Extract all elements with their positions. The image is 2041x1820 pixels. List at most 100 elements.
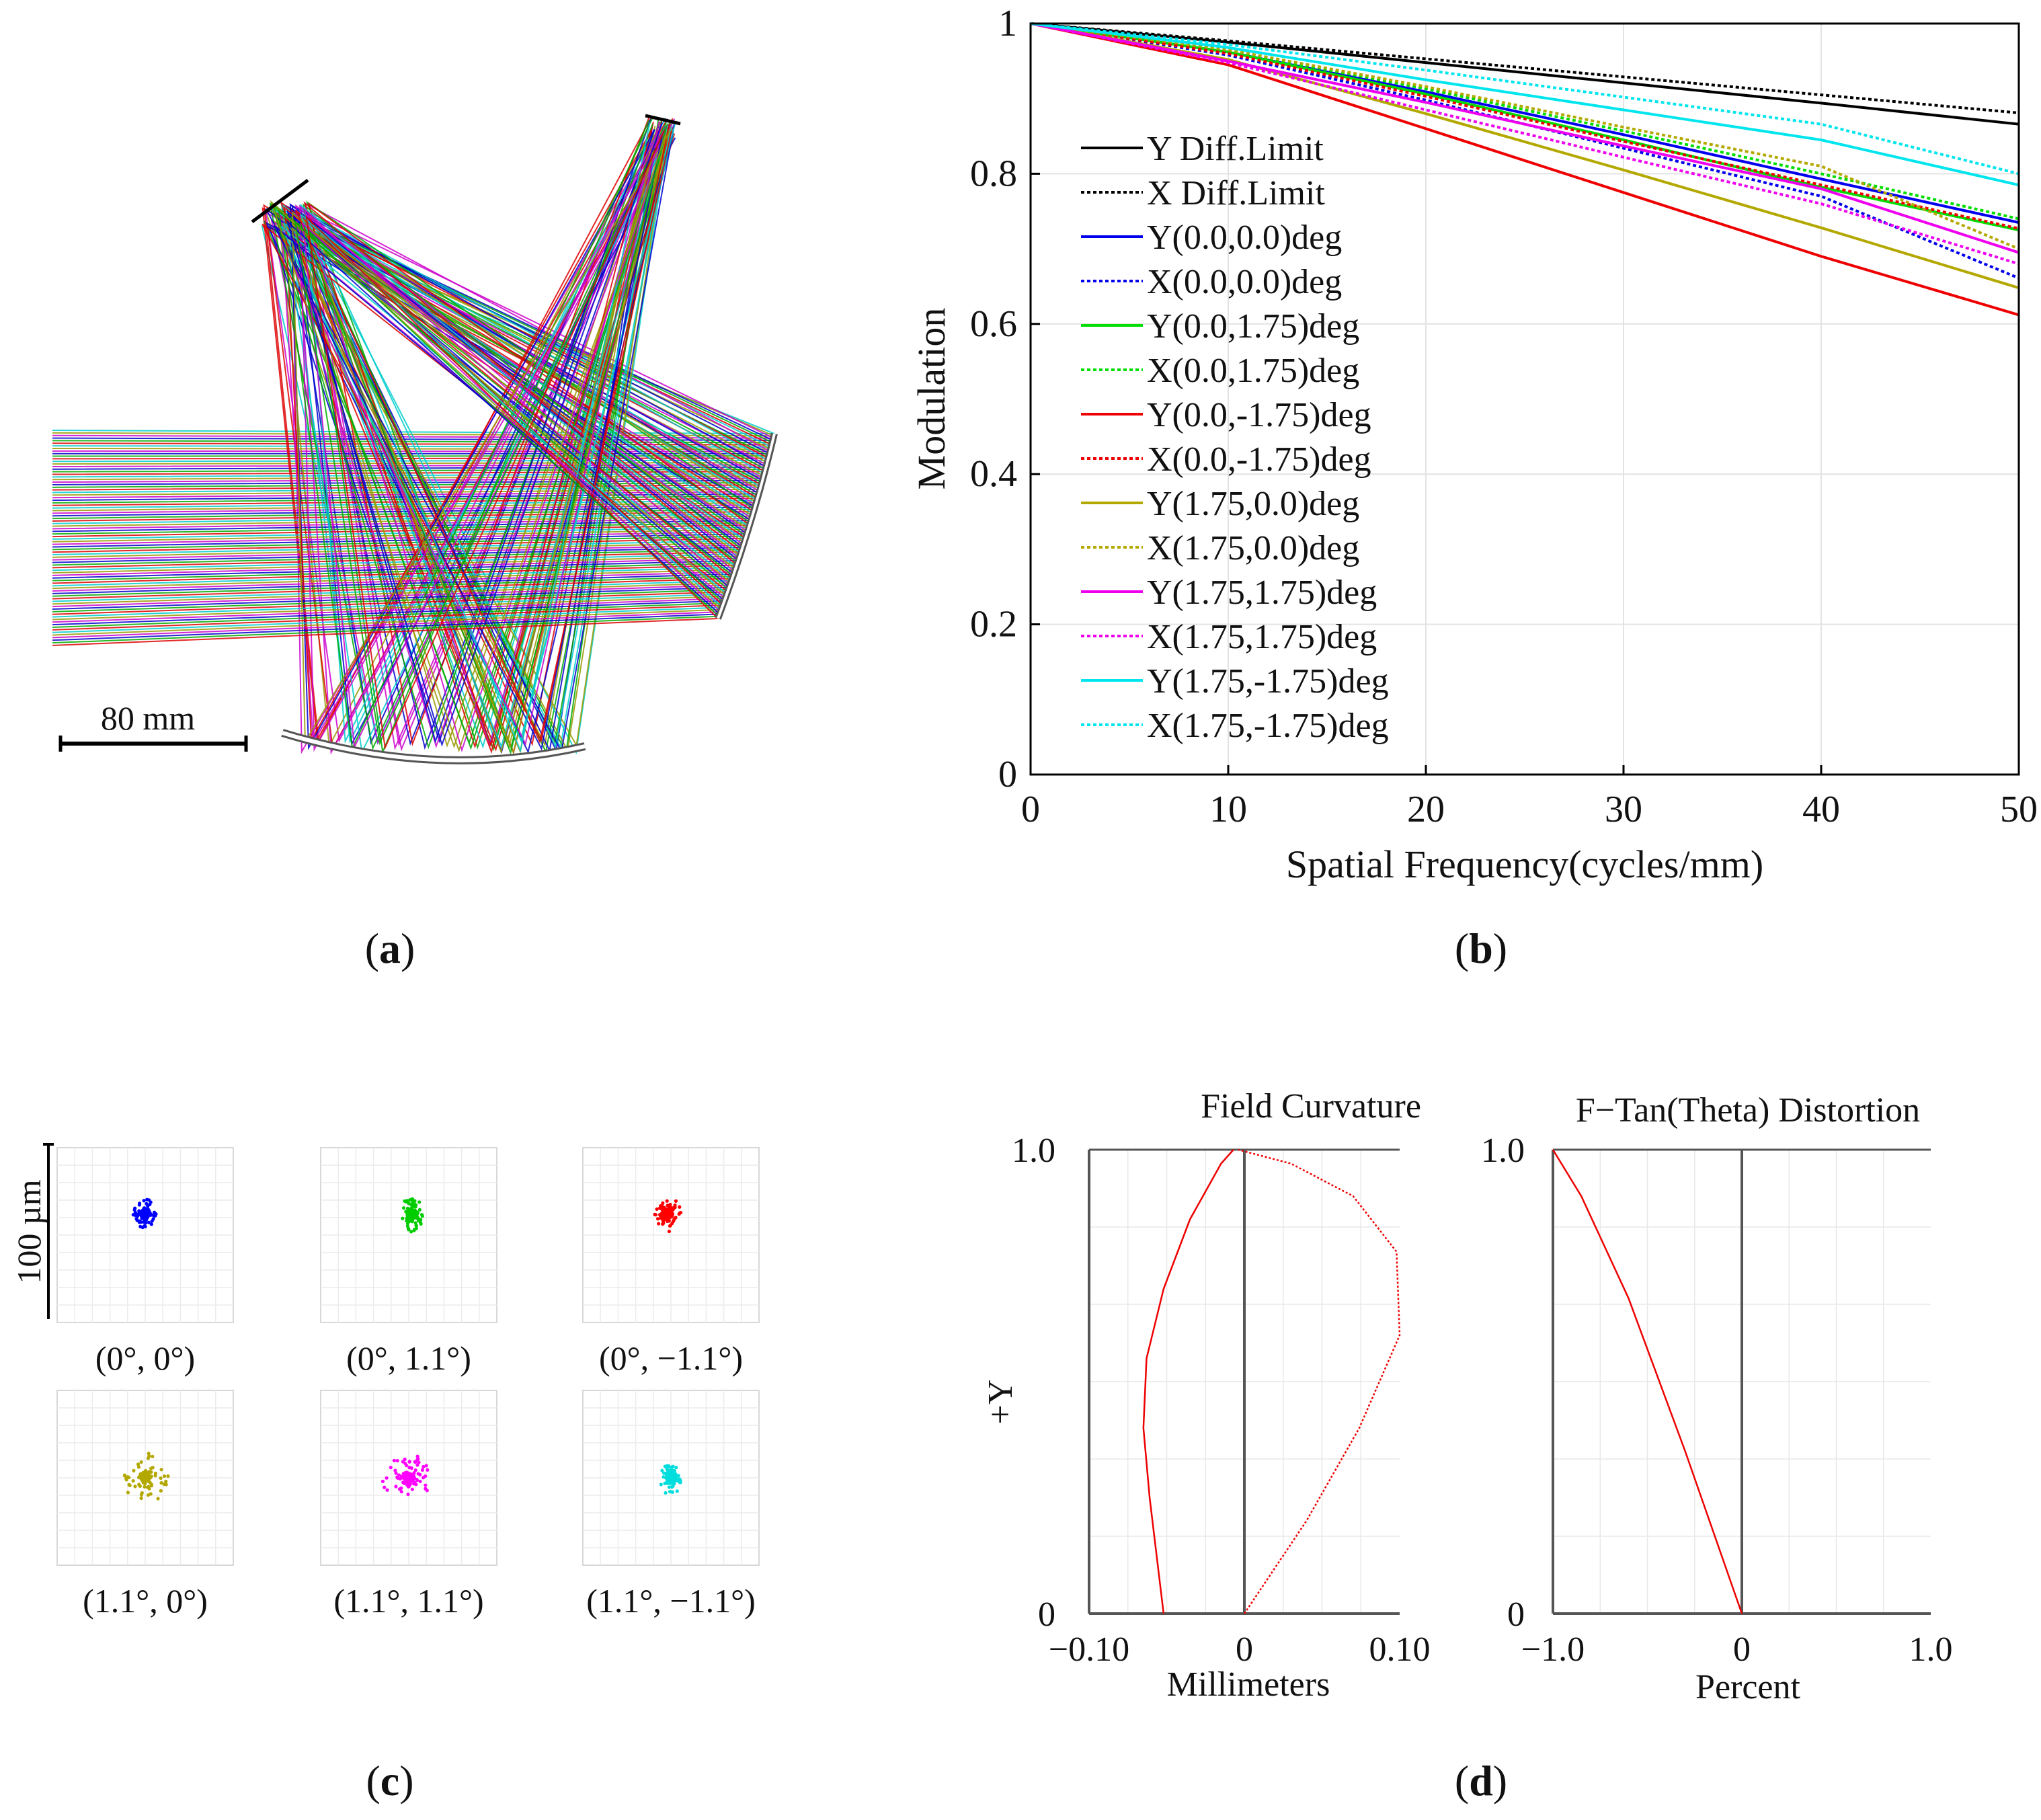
spot-point: [139, 1460, 143, 1464]
spot-point: [403, 1461, 407, 1466]
spot-point: [144, 1470, 149, 1475]
spot-point: [385, 1476, 389, 1480]
spot-point: [419, 1222, 423, 1226]
spot-point: [139, 1493, 143, 1497]
mirror-3-inner: [717, 433, 776, 619]
spot-point: [399, 1490, 403, 1494]
spot-point: [415, 1458, 419, 1462]
spot-point: [143, 1224, 147, 1228]
spot-label: (0°, 0°): [95, 1339, 195, 1377]
spot-point: [403, 1199, 407, 1203]
spot-point: [141, 1475, 145, 1480]
legend-label: Y(0.0,-1.75)deg: [1147, 396, 1371, 434]
spot-point: [426, 1468, 430, 1472]
spot-point: [405, 1222, 409, 1226]
spot-grid: (0°, 0°) (0°, 1.1°) (0°, −1.1°) (1.1°, 0°) (…: [56, 1147, 760, 1620]
panel-c-spot-diagrams: (0°, 0°) (0°, 1.1°) (0°, −1.1°) (1.1°, 0°) (…: [10, 1143, 760, 1805]
spot-point: [678, 1205, 682, 1209]
ray: [52, 130, 739, 748]
spot-point: [407, 1228, 411, 1232]
spot-point: [668, 1224, 672, 1228]
spot-point: [418, 1472, 422, 1476]
ray: [52, 130, 725, 744]
mtf-xlabel: Spatial Frequency(cycles/mm): [1286, 842, 1763, 886]
spot-point: [407, 1208, 412, 1213]
mtf-legend: Y Diff.Limit X Diff.Limit Y(0.0,0.0)deg X(0…: [1081, 130, 1389, 745]
spot-point: [393, 1468, 397, 1472]
ray: [52, 128, 774, 753]
panel-b-mtf-chart: 0 10 20 30 40 50 0 0.2 0.4 0.6 0.8 1 Y Diff.Limit X …: [910, 3, 2038, 972]
ray: [52, 134, 723, 753]
mirror-4-inner: [282, 731, 586, 762]
spot-point: [417, 1200, 422, 1204]
ray: [52, 123, 736, 754]
spot-label: (1.1°, 1.1°): [333, 1582, 483, 1620]
spot-point: [669, 1205, 674, 1210]
spot-point: [145, 1212, 149, 1216]
spot-point: [422, 1464, 426, 1469]
xtick-label: 0: [1236, 1630, 1253, 1669]
ray: [52, 118, 731, 751]
spot-point: [131, 1478, 135, 1483]
spot-point: [667, 1485, 671, 1489]
spot-label: (1.1°, 0°): [83, 1582, 208, 1620]
legend-label: X(1.75,1.75)deg: [1147, 618, 1377, 656]
spot-point: [413, 1214, 418, 1218]
xtick-label: 0: [1733, 1630, 1751, 1669]
spot-point: [664, 1208, 669, 1212]
spot-point: [668, 1470, 673, 1476]
ytick-label: 0: [1038, 1595, 1055, 1634]
spot-label: (0°, −1.1°): [599, 1339, 743, 1377]
aberration-curve: [1552, 1149, 1743, 1614]
spot-point: [667, 1229, 672, 1234]
field-curvature-xlabel: Millimeters: [1167, 1665, 1330, 1704]
spot-point: [424, 1487, 428, 1491]
spot-point: [414, 1482, 418, 1487]
legend-label: X(1.75,-1.75)deg: [1147, 707, 1389, 745]
spot-point: [139, 1214, 145, 1218]
mtf-ylabel: Modulation: [910, 308, 953, 490]
legend-label: Y(1.75,1.75)deg: [1147, 573, 1377, 612]
spot-point: [392, 1458, 396, 1462]
legend-label: X(0.0,1.75)deg: [1147, 352, 1359, 390]
spot-point: [381, 1479, 385, 1483]
spot-point: [663, 1214, 668, 1219]
spot-point: [415, 1478, 419, 1482]
ray: [52, 125, 734, 749]
spot-point: [406, 1199, 410, 1203]
xtick-label: 1.0: [1909, 1630, 1953, 1669]
spot-point: [137, 1482, 141, 1487]
field-curvature-title: Field Curvature: [1201, 1087, 1421, 1125]
spot-point: [406, 1493, 410, 1497]
spot-point: [143, 1485, 147, 1489]
spot-point: [653, 1212, 657, 1216]
ray-bundle: [52, 117, 775, 755]
spot-point: [133, 1206, 137, 1210]
spot-point: [413, 1199, 417, 1203]
spot-point: [660, 1212, 665, 1216]
spot-scale-label: 100 µm: [10, 1179, 48, 1283]
spot-point: [132, 1468, 136, 1472]
spot-point: [662, 1471, 666, 1475]
aberration-curve: [1238, 1148, 1401, 1614]
ytick-label: 0: [1507, 1595, 1525, 1634]
spot-point: [662, 1221, 666, 1226]
panel-label-b: (b): [1455, 924, 1507, 972]
ray: [52, 118, 763, 752]
spot-point: [137, 1201, 142, 1205]
spot-point: [666, 1468, 670, 1472]
ray: [52, 130, 720, 750]
spot-point: [153, 1474, 157, 1478]
spot-point: [674, 1199, 678, 1203]
xtick-label: −1.0: [1521, 1630, 1585, 1669]
spot-point: [151, 1454, 155, 1458]
spot-point: [122, 1473, 127, 1477]
spot-point: [398, 1476, 402, 1481]
distortion-plot: −1.0 0 1.001.0: [1481, 1132, 1953, 1669]
spot-point: [671, 1484, 675, 1488]
xtick-label: 0.10: [1369, 1630, 1431, 1669]
spot-point: [424, 1464, 428, 1468]
field-curvature-ylabel: +Y: [982, 1380, 1020, 1425]
spot-point: [674, 1216, 678, 1220]
spot-point: [126, 1475, 130, 1479]
